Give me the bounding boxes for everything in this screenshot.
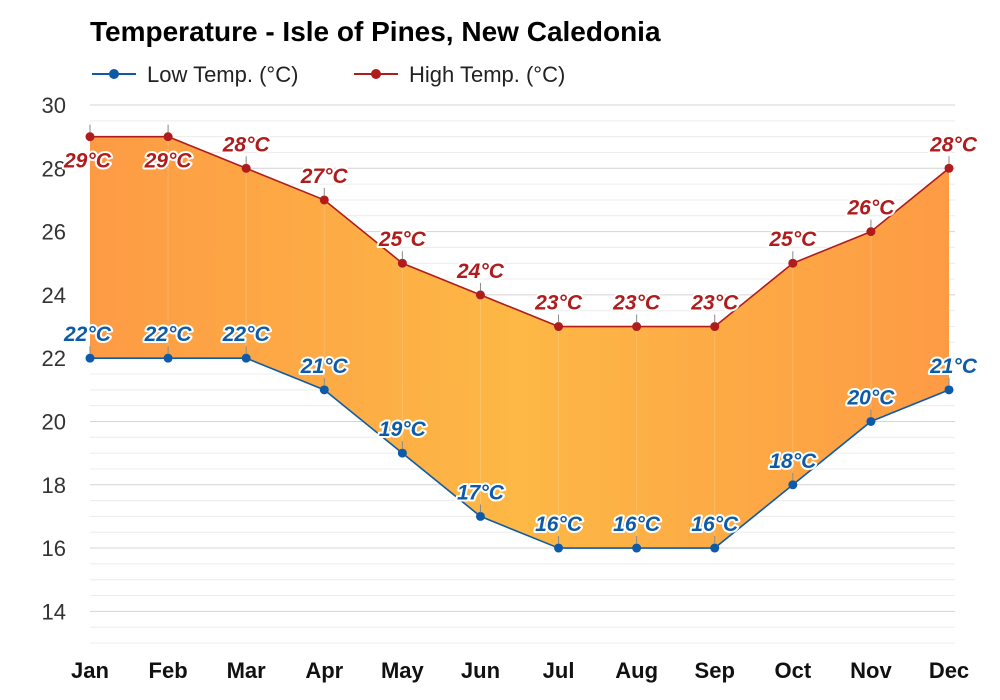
x-tick-label: Oct bbox=[774, 658, 811, 683]
series-line-high bbox=[90, 135, 950, 328]
data-point-low bbox=[163, 353, 173, 363]
data-label-high: 25°C bbox=[378, 228, 427, 251]
data-point-low bbox=[85, 353, 95, 363]
y-tick-label: 26 bbox=[42, 220, 66, 245]
y-tick-label: 28 bbox=[42, 156, 66, 181]
series-line-low bbox=[90, 357, 950, 549]
x-tick-label: May bbox=[381, 658, 425, 683]
data-point-low bbox=[554, 543, 564, 553]
data-label-high: 28°C bbox=[929, 133, 978, 156]
legend-item-high: High Temp. (°C) bbox=[354, 62, 565, 87]
data-label-high: 25°C bbox=[768, 228, 817, 251]
data-point-high bbox=[397, 258, 407, 268]
data-label-high: 23°C bbox=[534, 292, 583, 315]
x-tick-label: Aug bbox=[615, 658, 658, 683]
x-tick-label: Jul bbox=[543, 658, 575, 683]
data-label-low: 22°C bbox=[63, 323, 112, 346]
data-point-high bbox=[241, 163, 251, 173]
data-point-low bbox=[788, 480, 798, 490]
x-axis: Jan Feb Mar Apr May Jun Jul Aug Sep Oct Nov Dec bbox=[71, 658, 969, 683]
data-label-high: 28°C bbox=[222, 133, 271, 156]
legend-marker-low bbox=[109, 69, 119, 79]
data-label-low: 16°C bbox=[613, 513, 661, 536]
legend-item-low: Low Temp. (°C) bbox=[92, 62, 298, 87]
y-tick-label: 20 bbox=[42, 409, 66, 434]
data-point-high bbox=[163, 132, 173, 142]
data-point-high bbox=[319, 195, 329, 205]
x-tick-label: Dec bbox=[929, 658, 969, 683]
x-tick-label: Jan bbox=[71, 658, 109, 683]
series-low bbox=[85, 353, 954, 553]
data-label-high: 23°C bbox=[612, 292, 661, 315]
legend-label-high: High Temp. (°C) bbox=[409, 62, 565, 87]
x-tick-label: Nov bbox=[850, 658, 892, 683]
range-fill bbox=[90, 136, 949, 549]
data-point-high bbox=[710, 322, 720, 332]
fill-between-area bbox=[90, 136, 949, 549]
legend-label-low: Low Temp. (°C) bbox=[147, 62, 298, 87]
chart-title: Temperature - Isle of Pines, New Caledon… bbox=[90, 16, 661, 47]
data-point-low bbox=[475, 511, 485, 521]
data-point-low bbox=[944, 385, 954, 395]
data-label-low: 22°C bbox=[144, 323, 193, 346]
y-tick-label: 24 bbox=[42, 283, 66, 308]
data-label-low: 19°C bbox=[379, 418, 427, 441]
data-label-low: 17°C bbox=[457, 481, 505, 504]
data-label-low: 22°C bbox=[222, 323, 271, 346]
x-tick-label: Mar bbox=[227, 658, 267, 683]
data-labels: 22°C 22°C 22°C 21°C 19°C 17°C 16°C 16°C 16°C 18°C… bbox=[61, 124, 980, 545]
data-point-high bbox=[554, 322, 564, 332]
legend-marker-high bbox=[371, 69, 381, 79]
y-tick-label: 30 bbox=[42, 93, 66, 118]
y-tick-label: 18 bbox=[42, 473, 66, 498]
y-tick-label: 16 bbox=[42, 536, 66, 561]
data-point-high bbox=[788, 258, 798, 268]
data-point-low bbox=[710, 543, 720, 553]
data-label-high: 29°C bbox=[63, 150, 112, 173]
data-point-high bbox=[632, 322, 642, 332]
y-axis: 14 16 18 20 22 24 26 28 30 bbox=[42, 93, 66, 624]
data-point-high bbox=[475, 290, 485, 300]
data-point-low bbox=[632, 543, 642, 553]
data-label-low: 16°C bbox=[535, 513, 583, 536]
data-point-high bbox=[866, 227, 876, 237]
x-tick-label: Sep bbox=[695, 658, 735, 683]
y-tick-label: 14 bbox=[42, 599, 66, 624]
series-high bbox=[85, 132, 954, 332]
legend: Low Temp. (°C) High Temp. (°C) bbox=[92, 62, 565, 87]
data-label-high: 26°C bbox=[846, 197, 895, 220]
data-label-high: 29°C bbox=[144, 150, 193, 173]
data-label-low: 16°C bbox=[691, 513, 739, 536]
data-label-high: 24°C bbox=[456, 260, 505, 283]
data-point-high bbox=[85, 132, 95, 142]
data-label-low: 21°C bbox=[929, 355, 978, 378]
data-label-low: 18°C bbox=[769, 450, 817, 473]
data-label-high: 27°C bbox=[300, 165, 349, 188]
data-point-low bbox=[866, 416, 876, 426]
data-label-low: 21°C bbox=[300, 355, 349, 378]
data-point-high bbox=[944, 163, 954, 173]
x-tick-label: Jun bbox=[461, 658, 500, 683]
y-tick-label: 22 bbox=[42, 346, 66, 371]
data-point-low bbox=[397, 448, 407, 458]
x-tick-label: Feb bbox=[149, 658, 188, 683]
data-label-low: 20°C bbox=[846, 386, 895, 409]
x-tick-label: Apr bbox=[305, 658, 343, 683]
data-label-high: 23°C bbox=[690, 292, 739, 315]
data-point-low bbox=[241, 353, 251, 363]
data-point-low bbox=[319, 385, 329, 395]
series-layer bbox=[85, 132, 954, 553]
